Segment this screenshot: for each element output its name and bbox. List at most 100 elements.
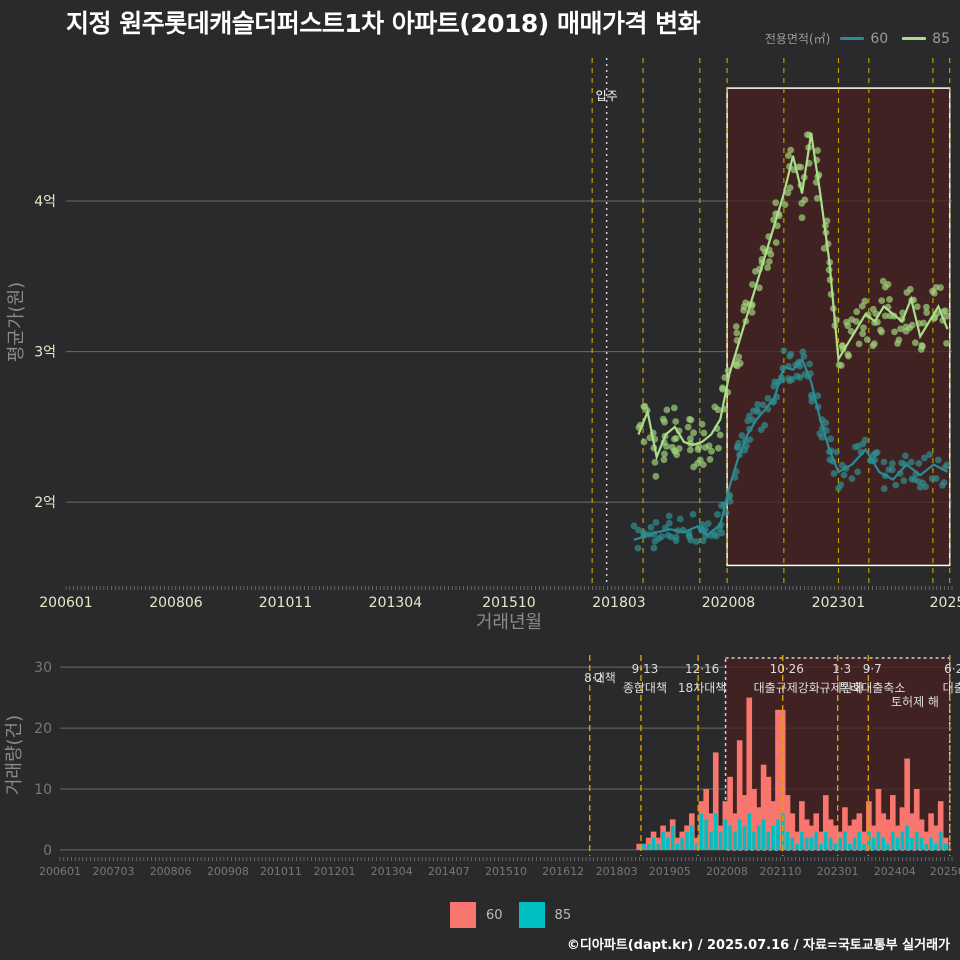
price-xtick-label: 201011 [259, 595, 312, 611]
price-dot-85 [652, 472, 660, 480]
volume-bar-85 [780, 813, 785, 850]
price-dot-85 [798, 214, 806, 222]
policy-name-label: 특례대출축소 [839, 681, 905, 695]
volume-bar-60 [784, 795, 791, 850]
volume-bar-60 [803, 819, 810, 850]
volume-bar-85 [824, 831, 828, 850]
volume-bar-85 [747, 813, 752, 850]
volume-bar-85 [886, 843, 890, 850]
price-dot-85 [847, 327, 855, 335]
price-dot-85 [835, 361, 843, 369]
price-dot-60 [896, 470, 904, 477]
volume-bar-85 [938, 831, 943, 850]
price-dot-85 [765, 258, 773, 265]
policy-extra-label: 토허제 해 [891, 695, 939, 709]
volume-bar-60 [933, 825, 939, 850]
volume-bar-85 [881, 837, 886, 850]
price-dot-60 [718, 529, 726, 537]
price-dot-85 [663, 442, 670, 450]
volume-xtick-label: 202301 [817, 865, 859, 878]
price-dot-60 [854, 442, 862, 450]
legend-bottom-label-60: 60 [486, 907, 503, 923]
legend-bottom-label-85: 85 [554, 907, 572, 923]
volume-bar-85 [699, 813, 704, 850]
volume-bar-85 [661, 831, 665, 850]
volume-bar-60 [789, 813, 796, 850]
price-dot-85 [772, 239, 780, 246]
volume-bar-60 [712, 752, 719, 850]
volume-bar-60 [861, 831, 867, 850]
price-dot-60 [932, 475, 940, 482]
price-dot-85 [922, 303, 930, 311]
volume-bar-60 [851, 819, 858, 850]
volume-xtick-label: 201612 [542, 865, 584, 878]
volume-bar-85 [680, 837, 685, 850]
price-dot-85 [684, 423, 692, 431]
volume-bar-85 [656, 843, 661, 850]
price-dot-60 [630, 522, 638, 530]
volume-bar-85 [771, 825, 775, 850]
volume-bar-85 [690, 825, 694, 850]
volume-bar-85 [728, 825, 732, 850]
price-dot-85 [860, 324, 867, 332]
volume-bar-85 [733, 831, 737, 850]
price-dot-85 [772, 199, 780, 207]
price-dot-60 [835, 484, 842, 492]
volume-bar-85 [895, 837, 900, 850]
volume-bar-60 [909, 813, 915, 850]
price-dot-85 [690, 463, 698, 471]
policy-date-label: 12·16 [685, 662, 719, 676]
price-dot-85 [918, 342, 926, 349]
volume-bar-85 [694, 843, 699, 850]
volume-bar-60 [913, 789, 920, 850]
price-dot-60 [676, 515, 684, 523]
volume-bar-85 [675, 843, 680, 850]
policy-date-label: 8·2 [584, 671, 603, 685]
price-dot-85 [719, 384, 726, 392]
price-dot-60 [746, 436, 754, 444]
price-dot-85 [781, 201, 789, 208]
volume-bar-85 [800, 831, 804, 850]
price-dot-85 [845, 352, 852, 360]
price-dot-85 [853, 308, 861, 316]
price-dot-85 [784, 189, 792, 197]
volume-bar-60 [775, 709, 781, 850]
price-dot-85 [661, 450, 668, 458]
price-ylabel: 평균가(원) [6, 282, 27, 362]
volume-bar-85 [670, 825, 675, 850]
volume-bar-85 [804, 837, 809, 850]
price-xtick-label: 202008 [702, 595, 755, 611]
price-dot-60 [830, 470, 838, 477]
volume-bar-85 [943, 843, 948, 850]
volume-bar-85 [924, 843, 929, 850]
volume-xtick-label: 201905 [649, 865, 691, 878]
price-dot-85 [764, 264, 772, 271]
price-dot-85 [801, 196, 809, 204]
volume-xtick-label: 200806 [150, 865, 192, 878]
price-dot-85 [735, 353, 743, 361]
volume-bar-85 [914, 831, 919, 850]
volume-bar-60 [818, 831, 824, 850]
policy-date-label: 9·13 [632, 662, 659, 676]
volume-bar-60 [875, 789, 882, 850]
volume-bar-85 [934, 843, 938, 850]
volume-xtick-label: 201201 [313, 865, 355, 878]
volume-bar-85 [723, 819, 728, 850]
price-dot-60 [667, 533, 675, 541]
volume-bar-85 [838, 837, 842, 850]
price-dot-85 [886, 296, 893, 303]
policy-name-label: 대출규제강화 [754, 681, 820, 695]
policy-date-label: 1·3 [832, 662, 851, 676]
volume-bar-60 [899, 807, 906, 850]
volume-bar-85 [785, 831, 790, 850]
price-dot-60 [692, 538, 700, 545]
price-ytick-label: 2억 [34, 495, 56, 511]
legend-top: 전용면적(㎡) 60 85 [765, 30, 950, 47]
price-dot-60 [920, 454, 928, 462]
legend-box-60 [450, 902, 476, 928]
price-dot-60 [689, 510, 697, 518]
price-dot-85 [715, 444, 722, 452]
price-dot-85 [923, 309, 931, 316]
price-dot-60 [833, 448, 841, 456]
price-dot-85 [813, 194, 821, 202]
